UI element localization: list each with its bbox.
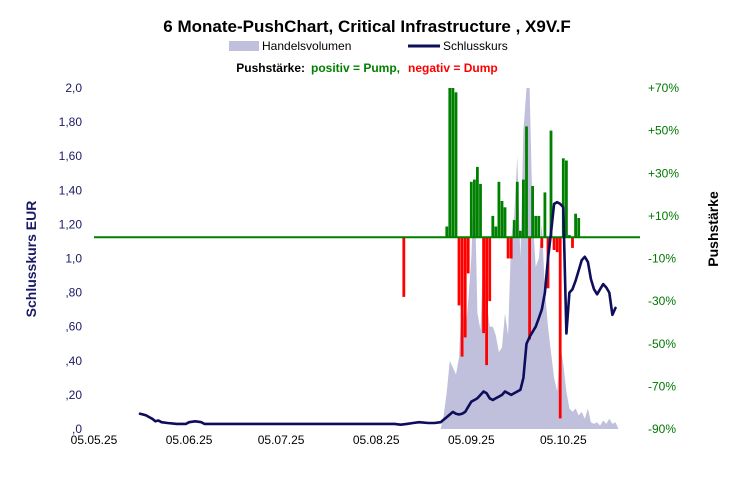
push-bar-dump xyxy=(488,237,492,302)
push-bar-pump xyxy=(491,215,495,238)
push-bar-pump xyxy=(549,130,553,238)
push-bar-dump xyxy=(571,237,574,248)
x-tick-label: 05.07.25 xyxy=(258,433,305,447)
push-bar-pump xyxy=(500,201,504,238)
y-left-tick-label: ,20 xyxy=(65,388,82,402)
y-left-tick-label: 1,0 xyxy=(65,252,82,266)
y-right-ticks: +70% +50% +30% +10% -10% -30% -50% -70% -90% xyxy=(648,81,679,436)
push-bar-pump xyxy=(476,166,479,238)
y-right-tick-label: -70% xyxy=(648,379,676,393)
y-right-tick-label: +70% xyxy=(648,81,679,95)
y-left-ticks: 2,0 1,80 1,60 1,40 1,20 1,0 ,80 ,60 ,40 ,20 ,0 xyxy=(59,81,83,436)
push-bar-pump xyxy=(497,181,501,238)
push-bar-pump xyxy=(451,88,455,238)
push-bar-dump xyxy=(466,237,470,274)
push-bar-pump xyxy=(512,220,516,238)
push-bar-pump xyxy=(577,218,581,238)
push-bar-pump xyxy=(479,183,482,238)
push-bar-dump xyxy=(463,237,467,338)
push-bars-group xyxy=(402,88,581,419)
y-left-tick-label: ,0 xyxy=(72,422,82,436)
push-bar-pump xyxy=(445,226,449,238)
y-left-tick-label: 1,40 xyxy=(59,183,83,197)
y-right-tick-label: -10% xyxy=(648,252,676,266)
push-legend: Pushstärke: positiv = Pump, negativ = Dump xyxy=(236,61,497,75)
close-line-group xyxy=(138,200,617,427)
push-bar-dump xyxy=(540,237,544,248)
legend-volume-label: Handelsvolumen xyxy=(262,39,351,53)
x-tick-label: 05.06.25 xyxy=(166,433,213,447)
push-bar-pump xyxy=(519,230,522,238)
push-bar-pump xyxy=(473,179,476,238)
push-bar-pump xyxy=(494,226,498,238)
push-bar-pump xyxy=(454,92,458,238)
y-right-tick-label: +50% xyxy=(648,124,679,138)
push-bar-dump xyxy=(402,237,406,297)
legend-close-label: Schlusskurs xyxy=(443,39,508,53)
x-tick-label: 05.09.25 xyxy=(448,433,495,447)
push-bar-dump xyxy=(506,237,510,259)
y-right-tick-label: +30% xyxy=(648,166,679,180)
push-bar-pump xyxy=(503,207,507,238)
y-left-tick-label: 1,20 xyxy=(59,217,83,231)
y-left-tick-label: 2,0 xyxy=(65,81,82,95)
y-left-tick-label: ,60 xyxy=(65,320,82,334)
push-bar-pump xyxy=(469,181,473,238)
push-legend-negative: negativ = Dump xyxy=(408,61,498,75)
y-left-tick-label: 1,60 xyxy=(59,149,83,163)
push-bar-dump xyxy=(457,237,461,306)
y-axis-right-title: Pushstärke xyxy=(705,191,721,267)
push-bar-dump xyxy=(509,237,513,259)
push-bar-pump xyxy=(537,215,541,238)
chart-title: 6 Monate-PushChart, Critical Infrastruct… xyxy=(163,17,570,36)
push-bar-dump xyxy=(555,237,559,253)
push-bar-pump xyxy=(568,235,571,238)
y-right-tick-label: +10% xyxy=(648,209,679,223)
push-bar-pump xyxy=(531,186,534,238)
x-tick-label: 05.10.25 xyxy=(540,433,587,447)
push-bar-dump xyxy=(482,237,485,334)
push-bar-pump xyxy=(565,160,568,238)
push-legend-prefix: Pushstärke: xyxy=(236,61,305,75)
y-left-tick-label: ,80 xyxy=(65,286,82,300)
push-bar-pump xyxy=(515,181,519,238)
y-axis-left-title: Schlusskurs EUR xyxy=(23,201,39,318)
push-bar-pump xyxy=(561,158,565,238)
legend-volume-swatch xyxy=(229,41,259,51)
x-tick-label: 05.08.25 xyxy=(353,433,400,447)
push-bar-dump xyxy=(558,237,562,419)
push-bar-pump xyxy=(525,126,528,238)
x-tick-label: 05.05.25 xyxy=(71,433,118,447)
push-bar-pump xyxy=(534,215,538,238)
push-bar-pump xyxy=(522,179,525,238)
x-ticks: 05.05.25 05.06.25 05.07.25 05.08.25 05.09.25… xyxy=(71,433,587,447)
push-bar-dump xyxy=(528,237,531,340)
push-legend-positive: positiv = Pump, xyxy=(311,61,400,75)
push-bar-dump xyxy=(552,237,556,250)
close-price-line xyxy=(138,200,617,427)
push-bar-dump xyxy=(460,237,464,357)
push-bar-pump xyxy=(543,192,547,238)
y-right-tick-label: -30% xyxy=(648,294,676,308)
y-right-tick-label: -90% xyxy=(648,422,676,436)
y-left-tick-label: 1,80 xyxy=(59,115,83,129)
push-bar-pump xyxy=(448,88,452,238)
push-bar-pump xyxy=(574,213,577,238)
push-bar-dump xyxy=(485,237,488,366)
y-left-tick-label: ,40 xyxy=(65,354,82,368)
y-right-tick-label: -50% xyxy=(648,337,676,351)
